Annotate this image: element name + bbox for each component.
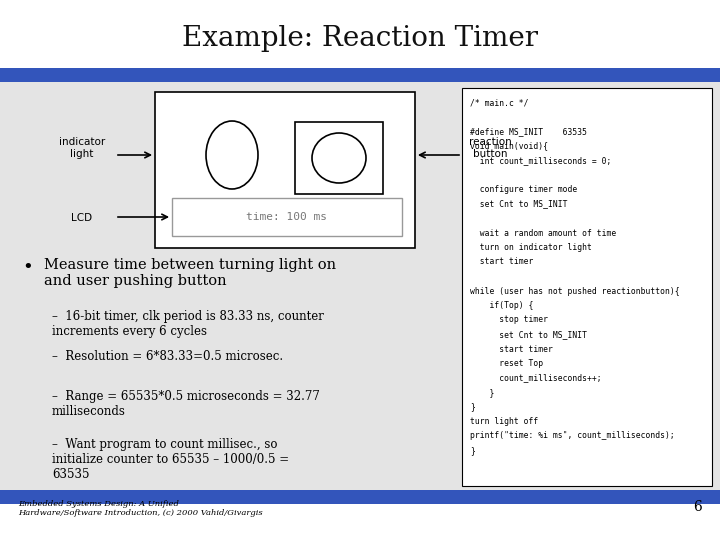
Text: printf("time: %i ms", count_milliseconds);: printf("time: %i ms", count_milliseconds… — [470, 431, 675, 441]
Text: int count_milliseconds = 0;: int count_milliseconds = 0; — [470, 156, 611, 165]
Text: start timer: start timer — [470, 258, 534, 267]
Text: 6: 6 — [693, 500, 702, 514]
Bar — [172, 198, 402, 236]
Text: time: 100 ms: time: 100 ms — [246, 212, 328, 222]
Text: void main(void){: void main(void){ — [470, 141, 548, 151]
Text: }: } — [470, 446, 475, 455]
Bar — [462, 88, 712, 486]
Text: /* main.c */: /* main.c */ — [470, 98, 528, 107]
Text: }: } — [470, 402, 475, 411]
Bar — [295, 122, 383, 194]
Text: turn light off: turn light off — [470, 417, 539, 426]
Text: LCD: LCD — [71, 213, 93, 223]
Text: start timer: start timer — [470, 345, 553, 354]
Text: –  16-bit timer, clk period is 83.33 ns, counter
increments every 6 cycles: – 16-bit timer, clk period is 83.33 ns, … — [52, 310, 324, 338]
Text: Measure time between turning light on
and user pushing button: Measure time between turning light on an… — [44, 258, 336, 288]
Text: while (user has not pushed reactionbutton){: while (user has not pushed reactionbutto… — [470, 287, 680, 295]
Text: reset Top: reset Top — [470, 359, 543, 368]
Bar — [0, 490, 720, 504]
Text: #define MS_INIT    63535: #define MS_INIT 63535 — [470, 127, 587, 136]
Text: Example: Reaction Timer: Example: Reaction Timer — [182, 24, 538, 51]
Text: }: } — [470, 388, 495, 397]
Text: •: • — [22, 258, 32, 276]
Text: Embedded Systems Design: A Unified
Hardware/Software Introduction, (c) 2000 Vahi: Embedded Systems Design: A Unified Hardw… — [18, 500, 263, 517]
Text: stop timer: stop timer — [470, 315, 548, 325]
Bar — [0, 68, 720, 82]
Text: set Cnt to MS_INIT: set Cnt to MS_INIT — [470, 330, 587, 339]
Text: count_milliseconds++;: count_milliseconds++; — [470, 374, 602, 382]
Ellipse shape — [312, 133, 366, 183]
Text: turn on indicator light: turn on indicator light — [470, 243, 592, 252]
Text: configure timer mode: configure timer mode — [470, 185, 577, 194]
Text: if(Top) {: if(Top) { — [470, 301, 534, 310]
Ellipse shape — [206, 121, 258, 189]
Text: –  Resolution = 6*83.33=0.5 microsec.: – Resolution = 6*83.33=0.5 microsec. — [52, 350, 283, 363]
Text: indicator
light: indicator light — [59, 137, 105, 159]
Bar — [155, 92, 415, 248]
Bar — [0, 82, 720, 490]
Text: –  Range = 65535*0.5 microseconds = 32.77
milliseconds: – Range = 65535*0.5 microseconds = 32.77… — [52, 390, 320, 418]
Text: set Cnt to MS_INIT: set Cnt to MS_INIT — [470, 199, 567, 208]
Text: reaction
button: reaction button — [469, 137, 511, 159]
Text: wait a random amount of time: wait a random amount of time — [470, 228, 616, 238]
Text: –  Want program to count millisec., so
initialize counter to 65535 – 1000/0.5 =
: – Want program to count millisec., so in… — [52, 438, 289, 481]
